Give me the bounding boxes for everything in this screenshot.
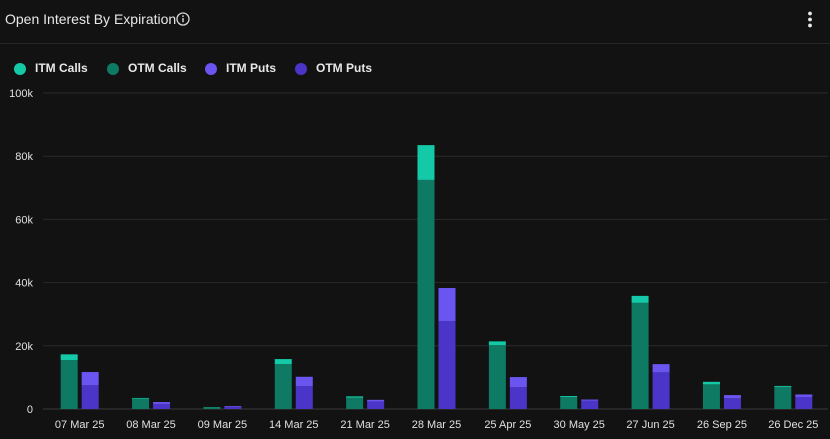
x-tick-label: 27 Jun 25: [626, 419, 674, 431]
legend-swatch-otm-calls: [107, 63, 119, 75]
bar-itm-calls-07-mar-25[interactable]: [60, 354, 78, 361]
legend-swatch-itm-puts: [205, 63, 217, 75]
bar-otm-calls-08-mar-25[interactable]: [132, 398, 150, 409]
bar-itm-puts-09-mar-25[interactable]: [224, 406, 242, 408]
bar-itm-calls-28-mar-25[interactable]: [417, 145, 435, 180]
card-header: Open Interest By Expiration: [0, 0, 830, 44]
kebab-menu-icon[interactable]: [802, 10, 818, 30]
x-tick-label: 21 Mar 25: [340, 419, 390, 431]
bar-otm-puts-28-mar-25[interactable]: [438, 321, 456, 409]
bar-itm-calls-26-dec-25[interactable]: [774, 385, 792, 387]
legend-label-otm-calls: OTM Calls: [128, 61, 187, 75]
bar-otm-puts-14-mar-25[interactable]: [295, 386, 313, 409]
bar-otm-calls-14-mar-25[interactable]: [274, 364, 292, 409]
bar-itm-puts-25-apr-25[interactable]: [509, 377, 527, 388]
y-tick-label: 40k: [15, 278, 33, 290]
y-tick-label: 20k: [15, 341, 33, 353]
y-tick-label: 0: [27, 404, 33, 416]
bar-otm-calls-26-dec-25[interactable]: [774, 386, 792, 409]
legend-label-itm-calls: ITM Calls: [35, 61, 88, 75]
x-tick-label: 09 Mar 25: [198, 419, 248, 431]
bar-itm-puts-14-mar-25[interactable]: [295, 376, 313, 387]
legend-swatch-otm-puts: [295, 63, 307, 75]
bar-itm-calls-08-mar-25[interactable]: [132, 397, 150, 399]
y-tick-label: 60k: [15, 214, 33, 226]
bar-otm-puts-27-jun-25[interactable]: [652, 372, 670, 409]
bar-otm-puts-25-apr-25[interactable]: [509, 387, 527, 409]
bars: [60, 145, 813, 409]
bar-otm-puts-07-mar-25[interactable]: [81, 385, 99, 409]
bar-itm-puts-26-dec-25[interactable]: [795, 394, 813, 397]
x-tick-label: 26 Dec 25: [768, 419, 818, 431]
bar-itm-calls-26-sep-25[interactable]: [702, 381, 720, 385]
bar-otm-calls-28-mar-25[interactable]: [417, 179, 435, 409]
bar-itm-puts-27-jun-25[interactable]: [652, 364, 670, 373]
bar-otm-puts-08-mar-25[interactable]: [153, 403, 171, 409]
bar-itm-puts-08-mar-25[interactable]: [153, 402, 171, 404]
bar-otm-puts-26-dec-25[interactable]: [795, 396, 813, 409]
y-tick-label: 100k: [9, 88, 33, 100]
legend-label-otm-puts: OTM Puts: [316, 61, 372, 75]
bar-otm-calls-21-mar-25[interactable]: [346, 397, 364, 409]
bar-otm-puts-09-mar-25[interactable]: [224, 407, 242, 409]
bar-otm-calls-25-apr-25[interactable]: [488, 345, 506, 409]
bar-otm-puts-26-sep-25[interactable]: [723, 398, 741, 409]
bar-itm-puts-28-mar-25[interactable]: [438, 287, 456, 322]
bar-itm-puts-26-sep-25[interactable]: [723, 395, 741, 399]
bar-otm-calls-09-mar-25[interactable]: [203, 407, 221, 409]
bar-otm-puts-30-may-25[interactable]: [581, 400, 599, 409]
legend-label-itm-puts: ITM Puts: [226, 61, 276, 75]
legend-swatch-itm-calls: [14, 63, 26, 75]
bar-otm-calls-26-sep-25[interactable]: [702, 384, 720, 409]
bar-otm-puts-21-mar-25[interactable]: [367, 401, 385, 409]
x-tick-label: 28 Mar 25: [412, 419, 462, 431]
bar-itm-calls-21-mar-25[interactable]: [346, 396, 364, 398]
x-tick-label: 14 Mar 25: [269, 419, 319, 431]
bar-otm-calls-07-mar-25[interactable]: [60, 360, 78, 409]
bar-otm-calls-27-jun-25[interactable]: [631, 302, 649, 409]
x-tick-label: 08 Mar 25: [126, 419, 176, 431]
x-tick-label: 30 May 25: [554, 419, 605, 431]
x-tick-label: 26 Sep 25: [697, 419, 747, 431]
chart-title: Open Interest By Expiration: [5, 11, 177, 27]
x-axis-ticks: 07 Mar 25 08 Mar 25 09 Mar 25 14 Mar 25 21 M…: [55, 419, 818, 431]
bar-itm-puts-21-mar-25[interactable]: [367, 399, 385, 402]
bar-itm-calls-27-jun-25[interactable]: [631, 295, 649, 303]
bar-otm-calls-30-may-25[interactable]: [560, 396, 578, 409]
y-tick-label: 80k: [15, 151, 33, 163]
bar-itm-puts-30-may-25[interactable]: [581, 399, 599, 401]
info-icon[interactable]: [176, 12, 190, 26]
bar-itm-calls-30-may-25[interactable]: [560, 396, 578, 397]
x-tick-label: 07 Mar 25: [55, 419, 105, 431]
x-tick-label: 25 Apr 25: [484, 419, 531, 431]
bar-itm-calls-25-apr-25[interactable]: [488, 341, 506, 346]
grid-lines: [43, 92, 828, 410]
bar-itm-calls-14-mar-25[interactable]: [274, 359, 292, 365]
y-axis-ticks: 0 20k 40k 60k 80k 100k: [9, 88, 33, 416]
bar-itm-puts-07-mar-25[interactable]: [81, 372, 99, 386]
